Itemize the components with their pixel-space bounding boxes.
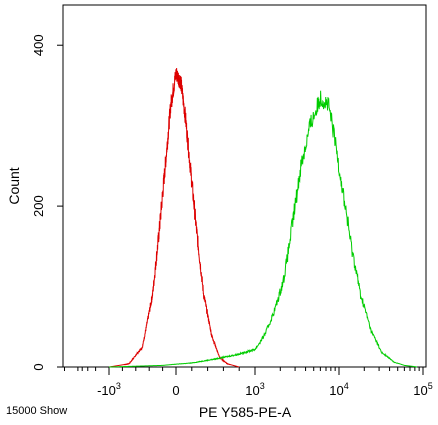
x-axis-title: PE Y585-PE-A (199, 404, 292, 420)
series-line (108, 90, 418, 368)
series-line (108, 67, 240, 368)
x-tick-label: -103 (97, 381, 121, 398)
plot-frame (62, 4, 427, 368)
x-tick-label: 104 (329, 381, 348, 398)
y-axis-ticks: 0 200 400 (31, 34, 63, 371)
y-tick-label: 400 (31, 34, 46, 56)
x-tick-label: 0 (172, 383, 179, 398)
series-group (108, 67, 418, 368)
y-axis-title: Count (6, 167, 22, 204)
y-tick-label: 200 (31, 195, 46, 217)
x-axis-ticks: -103 0 103 104 105 (64, 367, 433, 398)
x-tick-label: 105 (413, 381, 432, 398)
y-tick-label: 0 (31, 363, 46, 370)
x-tick-label: 103 (245, 381, 264, 398)
footer-note: 15000 Show (6, 405, 67, 417)
